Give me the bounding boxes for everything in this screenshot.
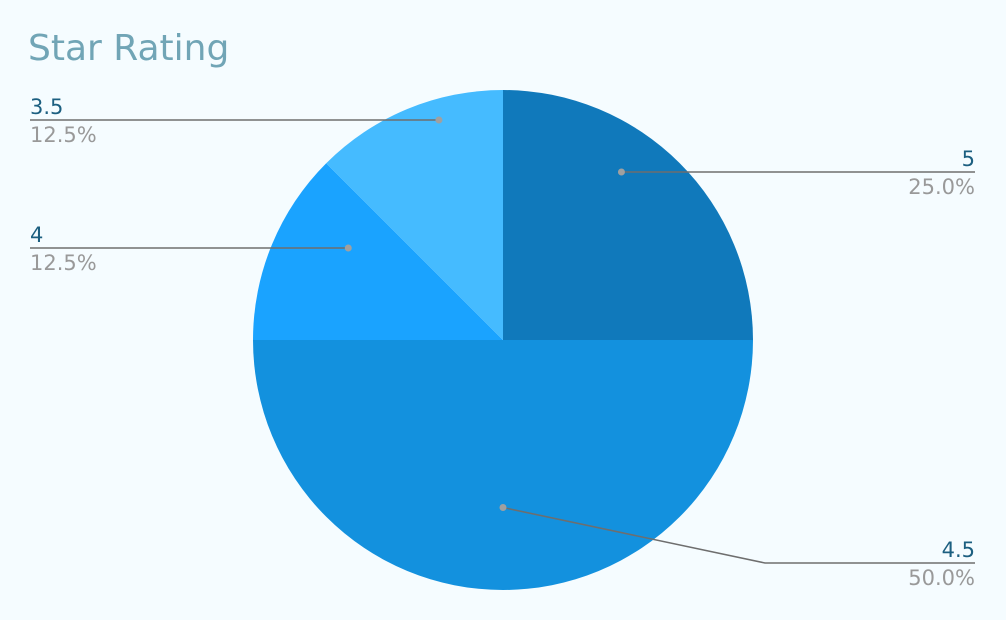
slice-percent-label: 25.0%: [908, 175, 975, 199]
leader-line: [502, 506, 975, 564]
slice-label: 3.5: [30, 95, 63, 119]
leader-dot: [344, 244, 352, 252]
slice-percent-label: 50.0%: [908, 566, 975, 590]
slice-label: 4.5: [942, 538, 975, 562]
chart-title: Star Rating: [28, 28, 229, 69]
leader-dot: [617, 168, 625, 176]
pie-slice-5: [503, 90, 753, 340]
slice-percent-label: 12.5%: [30, 123, 97, 147]
slice-label: 5: [962, 147, 975, 171]
pie-slice-4: [253, 163, 503, 340]
slice-label: 4: [30, 223, 43, 247]
pie-slice-3-5: [326, 90, 503, 340]
leader-dot: [435, 116, 443, 124]
leader-dot: [499, 504, 507, 511]
pie-slice-4-5: [253, 340, 753, 590]
slice-percent-label: 12.5%: [30, 251, 97, 275]
